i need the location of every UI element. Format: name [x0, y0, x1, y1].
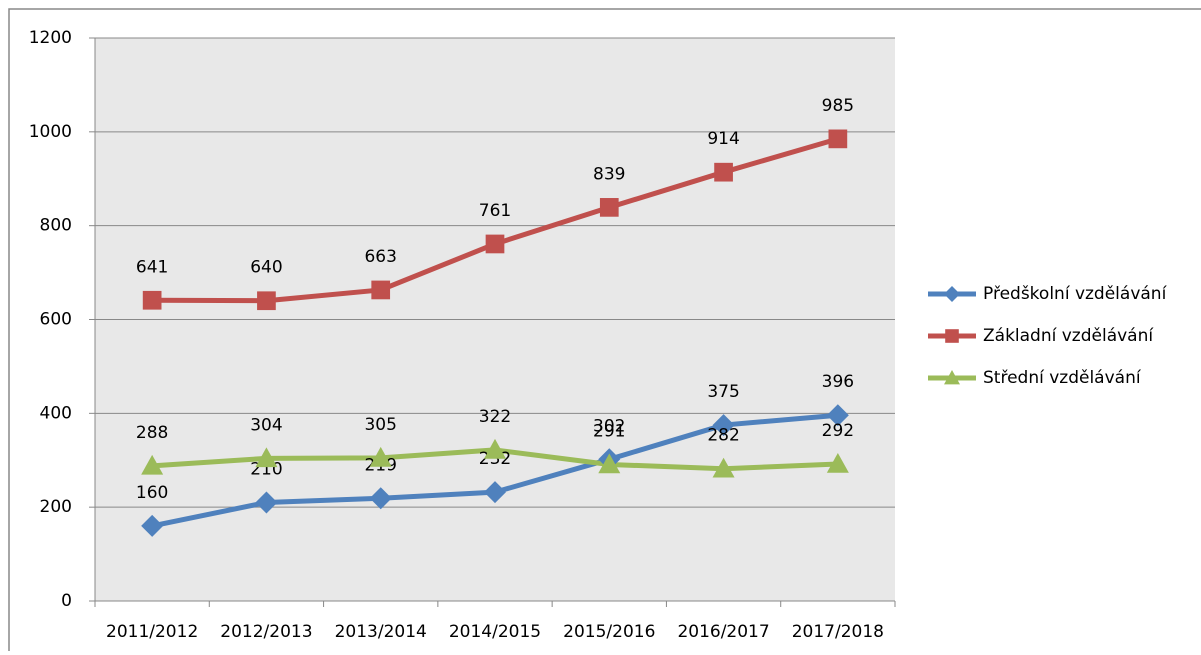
x-tick-label: 2015/2016	[563, 622, 655, 642]
x-tick-label: 2012/2013	[220, 622, 312, 642]
data-label: 160	[136, 483, 168, 503]
data-label: 985	[822, 96, 854, 116]
legend-label: Základní vzdělávání	[983, 326, 1154, 346]
data-point	[712, 414, 735, 437]
data-label: 641	[136, 257, 168, 277]
data-label: 761	[479, 201, 511, 221]
data-label: 663	[364, 247, 396, 267]
data-point	[369, 487, 392, 510]
data-point	[257, 291, 276, 311]
data-point	[826, 453, 849, 473]
x-tick-label: 2016/2017	[677, 622, 769, 642]
data-point	[141, 454, 164, 475]
data-point	[826, 404, 849, 427]
data-point	[828, 129, 848, 149]
data-label: 375	[707, 382, 739, 402]
y-tick-label: 0	[61, 591, 72, 611]
data-point	[371, 280, 391, 300]
y-tick-label: 600	[40, 310, 72, 330]
legend-marker	[944, 286, 960, 302]
data-label: 304	[250, 415, 282, 435]
data-label: 914	[707, 129, 739, 149]
x-tick-label: 2017/2018	[792, 622, 884, 642]
data-point	[485, 234, 505, 254]
data-label: 305	[364, 415, 396, 435]
data-label: 839	[593, 164, 625, 184]
data-label: 292	[822, 421, 854, 441]
data-label: 302	[593, 416, 625, 436]
y-tick-label: 1000	[29, 122, 72, 142]
y-tick-label: 400	[40, 403, 72, 423]
legend-marker	[945, 329, 959, 343]
legend-label: Předškolní vzdělávání	[983, 284, 1168, 304]
x-tick-label: 2014/2015	[449, 622, 541, 642]
y-tick-label: 200	[40, 497, 72, 517]
data-label: 282	[707, 426, 739, 446]
y-tick-label: 1200	[29, 28, 72, 48]
data-point	[484, 481, 506, 504]
data-point	[369, 446, 392, 467]
data-label: 396	[822, 372, 854, 392]
data-point	[599, 198, 619, 217]
y-tick-label: 800	[40, 216, 72, 236]
legend-marker	[944, 370, 960, 385]
data-label: 291	[593, 421, 625, 441]
x-tick-label: 2011/2012	[106, 622, 198, 642]
data-point	[484, 438, 506, 459]
data-label: 640	[250, 258, 282, 278]
data-point	[598, 453, 621, 474]
data-point	[255, 491, 278, 514]
data-point	[714, 162, 733, 182]
legend-label: Střední vzdělávání	[983, 368, 1142, 388]
data-point	[712, 457, 735, 478]
data-point	[141, 514, 164, 537]
data-label: 288	[136, 423, 168, 443]
x-tick-label: 2013/2014	[335, 622, 427, 642]
data-point	[142, 290, 162, 310]
data-point	[255, 447, 278, 468]
data-label: 322	[479, 407, 511, 427]
